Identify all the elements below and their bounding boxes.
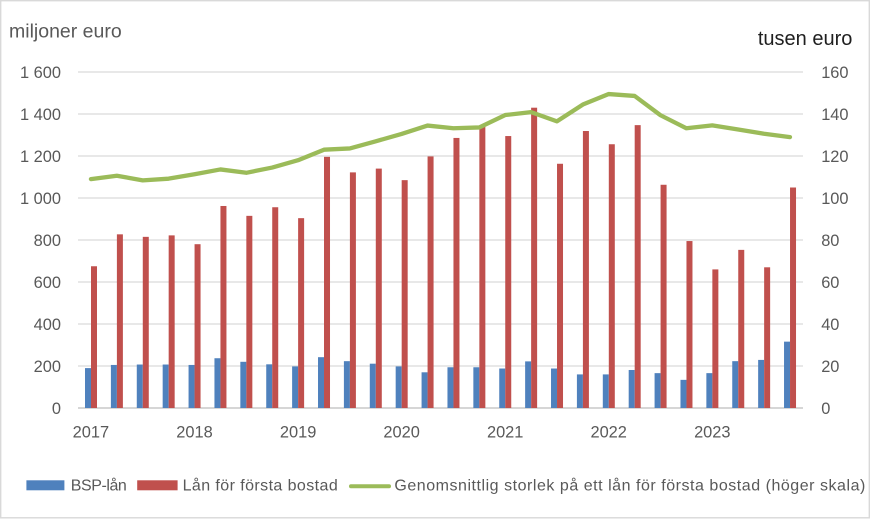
svg-text:40: 40	[821, 316, 839, 334]
svg-text:0: 0	[52, 400, 61, 418]
svg-text:2021: 2021	[487, 424, 523, 442]
svg-text:100: 100	[821, 190, 848, 208]
svg-text:1 400: 1 400	[20, 106, 61, 124]
svg-text:600: 600	[34, 274, 61, 292]
svg-text:20: 20	[821, 358, 839, 376]
svg-text:800: 800	[34, 232, 61, 250]
svg-text:Lån för första bostad: Lån för första bostad	[183, 477, 339, 495]
svg-text:2020: 2020	[383, 424, 419, 442]
svg-text:2018: 2018	[176, 424, 212, 442]
svg-text:BSP-lån: BSP-lån	[71, 477, 127, 495]
svg-text:120: 120	[821, 148, 848, 166]
svg-text:160: 160	[821, 64, 848, 82]
svg-text:140: 140	[821, 106, 848, 124]
svg-text:0: 0	[821, 400, 830, 418]
svg-text:1 600: 1 600	[20, 64, 61, 82]
svg-text:tusen euro: tusen euro	[758, 28, 853, 50]
svg-text:Genomsnittlig storlek på ett l: Genomsnittlig storlek på ett lån för för…	[394, 477, 865, 495]
svg-text:2022: 2022	[590, 424, 626, 442]
svg-text:2023: 2023	[694, 424, 730, 442]
svg-text:2017: 2017	[73, 424, 109, 442]
svg-text:1 200: 1 200	[20, 148, 61, 166]
svg-text:80: 80	[821, 232, 839, 250]
svg-text:200: 200	[34, 358, 61, 376]
svg-text:60: 60	[821, 274, 839, 292]
svg-text:1 000: 1 000	[20, 190, 61, 208]
svg-text:400: 400	[34, 316, 61, 334]
svg-text:miljoner euro: miljoner euro	[9, 21, 122, 43]
svg-text:2019: 2019	[280, 424, 316, 442]
